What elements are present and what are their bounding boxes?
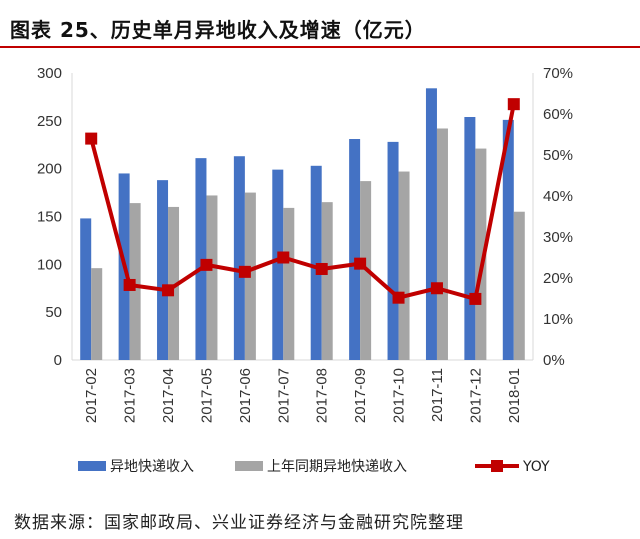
- y2-tick-label: 10%: [543, 311, 573, 328]
- bar-prior-year: [398, 171, 410, 360]
- legend-swatch-revenue: [78, 461, 106, 471]
- bar-prior-year: [206, 195, 218, 360]
- bar-revenue: [310, 165, 322, 360]
- legend-label-prior-year: 上年同期异地快递收入: [267, 459, 407, 475]
- y2-tick-label: 60%: [543, 106, 573, 123]
- chart-title: 图表 25、历史单月异地收入及增速（亿元）: [10, 18, 426, 42]
- yoy-marker: [85, 132, 98, 145]
- x-tick-label: 2017-04: [160, 368, 177, 423]
- yoy-marker: [315, 262, 328, 275]
- y-tick-label: 50: [45, 304, 62, 321]
- source-note: 数据来源：国家邮政局、兴业证券经济与金融研究院整理: [14, 513, 464, 533]
- bar-revenue: [502, 119, 514, 360]
- yoy-marker: [238, 265, 251, 278]
- x-tick-label: 2017-05: [198, 368, 215, 423]
- y2-tick-label: 70%: [543, 65, 573, 82]
- yoy-marker: [469, 292, 482, 305]
- title-divider: [0, 46, 640, 48]
- y2-tick-label: 30%: [543, 229, 573, 246]
- yoy-marker: [392, 291, 405, 304]
- bar-prior-year: [513, 211, 525, 360]
- x-tick-label: 2017-02: [83, 368, 100, 423]
- legend-label-revenue: 异地快递收入: [110, 459, 194, 475]
- bar-revenue: [157, 180, 169, 360]
- x-tick-label: 2017-03: [122, 368, 139, 423]
- yoy-marker: [430, 282, 443, 295]
- legend-label-yoy: YOY: [522, 459, 550, 475]
- yoy-marker: [162, 284, 175, 297]
- bar-revenue: [349, 139, 361, 360]
- y-tick-label: 300: [37, 65, 62, 82]
- yoy-marker: [277, 251, 290, 264]
- x-tick-label: 2018-01: [506, 368, 523, 423]
- x-tick-label: 2017-12: [467, 368, 484, 423]
- bar-revenue: [272, 169, 284, 360]
- y-tick-label: 100: [37, 256, 62, 273]
- x-tick-label: 2017-09: [352, 368, 369, 423]
- x-tick-label: 2017-10: [391, 368, 408, 423]
- bar-revenue: [464, 117, 476, 360]
- bar-prior-year: [91, 268, 103, 360]
- y2-tick-label: 0%: [543, 352, 565, 369]
- bar-revenue: [387, 141, 399, 360]
- legend-marker-yoy: [491, 460, 503, 472]
- bar-revenue: [233, 156, 245, 360]
- yoy-marker: [123, 278, 136, 291]
- y2-tick-label: 40%: [543, 188, 573, 205]
- bar-prior-year: [168, 206, 180, 360]
- y2-tick-label: 50%: [543, 147, 573, 164]
- x-tick-label: 2017-08: [314, 368, 331, 423]
- yoy-marker: [507, 98, 520, 111]
- bar-prior-year: [321, 202, 333, 360]
- yoy-line: [89, 103, 516, 301]
- x-tick-label: 2017-06: [237, 368, 254, 423]
- bar-prior-year: [283, 207, 295, 360]
- y-tick-label: 0: [54, 352, 62, 369]
- yoy-marker: [200, 258, 213, 271]
- y-tick-label: 150: [37, 209, 62, 226]
- bar-prior-year: [475, 148, 487, 360]
- bar-revenue: [425, 88, 437, 360]
- x-tick-label: 2017-11: [429, 368, 446, 422]
- y-tick-label: 200: [37, 161, 62, 178]
- legend-swatch-prior-year: [235, 461, 263, 471]
- x-tick-label: 2017-07: [275, 368, 292, 423]
- y2-tick-label: 20%: [543, 270, 573, 287]
- bar-prior-year: [436, 128, 448, 360]
- yoy-marker: [354, 257, 367, 270]
- bar-revenue: [80, 218, 92, 360]
- y-tick-label: 250: [37, 113, 62, 130]
